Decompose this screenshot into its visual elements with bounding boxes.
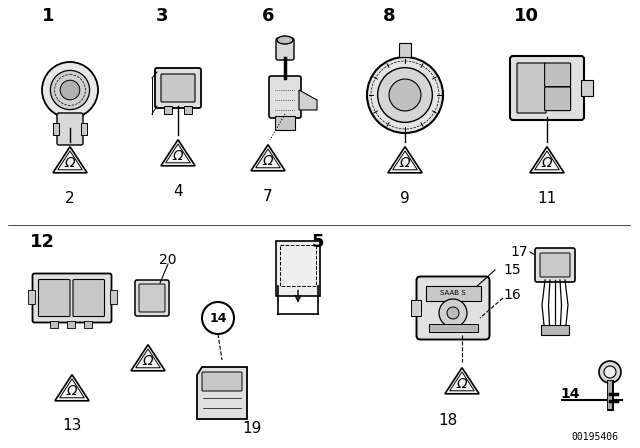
Text: 10: 10 [513,7,538,25]
Ellipse shape [277,36,293,44]
Bar [81,123,87,135]
Bar [50,320,58,327]
Bar [164,106,172,114]
Text: 3: 3 [156,7,168,25]
Text: 4: 4 [173,184,183,198]
Polygon shape [197,367,247,419]
FancyBboxPatch shape [545,87,571,111]
Text: 17: 17 [510,245,528,259]
FancyBboxPatch shape [276,38,294,60]
Text: Ω: Ω [263,155,273,168]
Text: 5: 5 [312,233,324,251]
Circle shape [604,366,616,378]
Text: 1: 1 [42,7,54,25]
FancyBboxPatch shape [545,63,571,86]
Bar [410,300,420,316]
Text: 6: 6 [262,7,275,25]
Text: 13: 13 [62,418,82,432]
Text: 18: 18 [438,413,458,427]
Bar [280,245,316,285]
Text: 16: 16 [503,288,521,302]
FancyBboxPatch shape [73,280,104,316]
Bar [109,290,116,304]
Circle shape [202,302,234,334]
Text: Ω: Ω [173,150,183,164]
FancyBboxPatch shape [38,280,70,316]
Bar [426,285,481,301]
Polygon shape [445,368,479,394]
Polygon shape [251,145,285,171]
Text: 14: 14 [560,387,580,401]
Text: 2: 2 [65,190,75,206]
Bar [581,80,593,96]
Circle shape [389,79,421,111]
FancyBboxPatch shape [161,74,195,102]
FancyBboxPatch shape [33,273,111,323]
FancyBboxPatch shape [155,68,201,108]
Circle shape [599,361,621,383]
Text: 12: 12 [29,233,54,251]
Text: 9: 9 [400,190,410,206]
Polygon shape [131,345,165,371]
Text: 11: 11 [538,190,557,206]
Polygon shape [388,146,422,173]
Text: SAAB S: SAAB S [440,289,466,296]
Bar [399,43,411,57]
Text: 7: 7 [263,189,273,203]
Text: Ω: Ω [541,156,552,170]
Circle shape [51,70,90,110]
FancyBboxPatch shape [202,372,242,391]
Text: 00195406: 00195406 [572,432,618,442]
Bar [275,116,295,130]
Text: 8: 8 [383,7,396,25]
FancyBboxPatch shape [135,280,169,316]
Circle shape [60,80,80,100]
FancyBboxPatch shape [269,76,301,118]
FancyBboxPatch shape [417,276,490,340]
Bar [28,290,35,304]
FancyBboxPatch shape [517,63,546,113]
Bar [184,106,192,114]
Text: 14: 14 [209,311,227,324]
Circle shape [42,62,98,118]
Bar [67,320,75,327]
Bar [53,123,59,135]
Circle shape [439,299,467,327]
Polygon shape [53,146,87,173]
FancyBboxPatch shape [139,284,165,312]
Circle shape [367,57,443,133]
Text: Ω: Ω [143,354,153,368]
Circle shape [378,68,433,122]
Polygon shape [530,146,564,173]
Polygon shape [161,140,195,166]
Text: 19: 19 [243,421,262,435]
Polygon shape [299,90,317,110]
FancyBboxPatch shape [540,253,570,277]
Bar [541,325,569,335]
Polygon shape [55,375,89,401]
Text: Ω: Ω [400,156,410,170]
FancyBboxPatch shape [57,113,83,145]
FancyBboxPatch shape [535,248,575,282]
Text: 20: 20 [159,253,177,267]
Bar [84,320,92,327]
Text: Ω: Ω [65,156,76,170]
Bar [276,241,320,296]
FancyBboxPatch shape [510,56,584,120]
Circle shape [447,307,459,319]
Bar [429,323,477,332]
Text: Ω: Ω [67,384,77,398]
Text: 15: 15 [503,263,520,277]
Text: Ω: Ω [457,377,467,392]
